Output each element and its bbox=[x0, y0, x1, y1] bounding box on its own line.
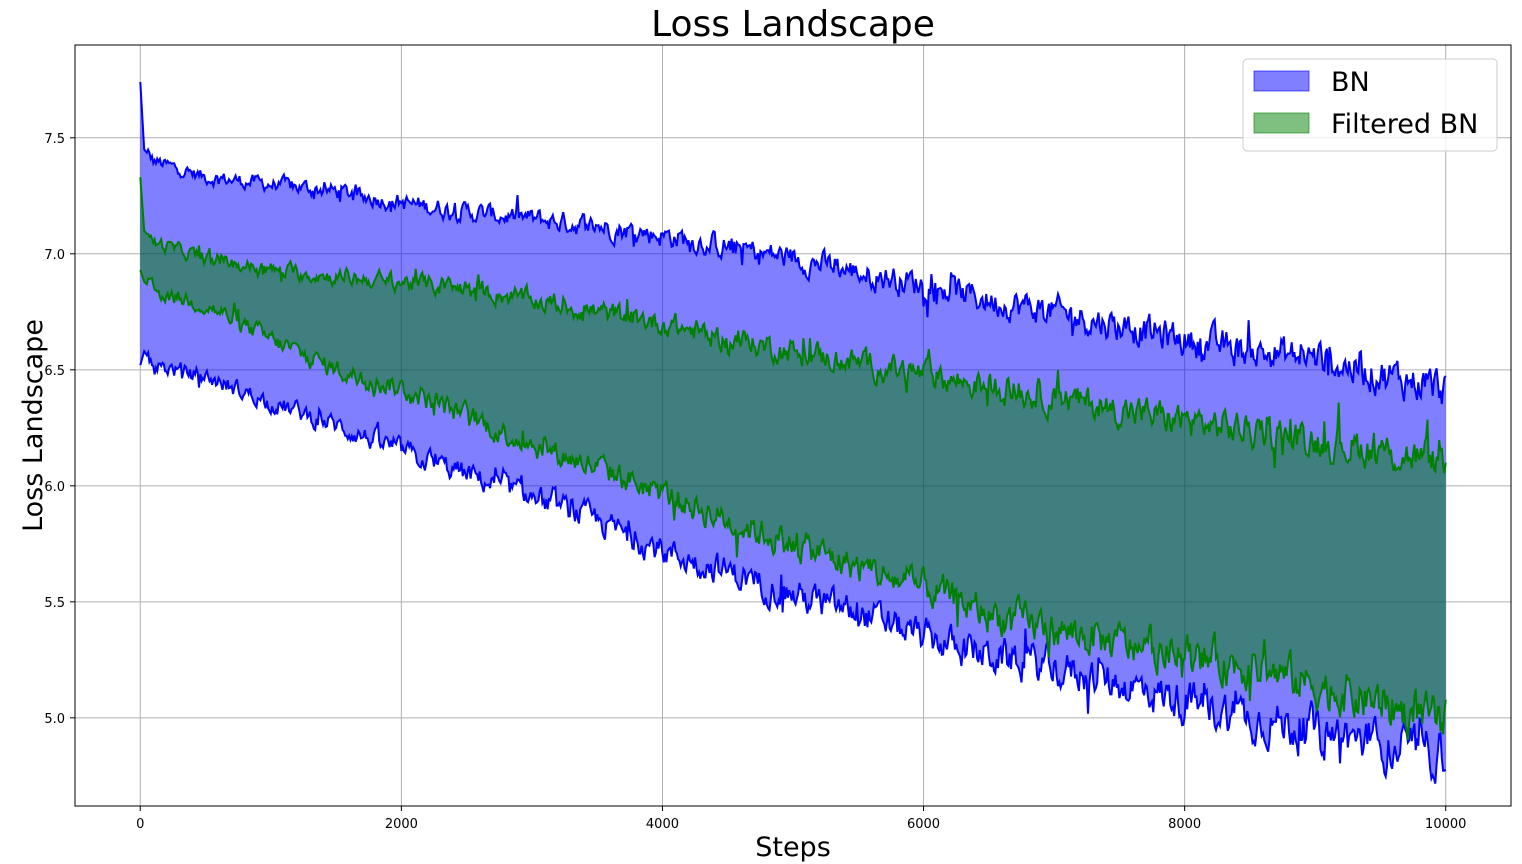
plot-series bbox=[139, 82, 1447, 784]
y-tick-label: 7.0 bbox=[44, 248, 65, 263]
y-tick-label: 6.0 bbox=[44, 480, 65, 495]
legend-swatch bbox=[1253, 112, 1310, 134]
plot-frame bbox=[74, 44, 1512, 807]
series-lower-line-0 bbox=[139, 348, 1447, 784]
x-tick-label: 0 bbox=[136, 817, 144, 832]
y-tick-label: 5.0 bbox=[44, 712, 65, 727]
legend: BN Filtered BN bbox=[1242, 58, 1498, 152]
chart-title: Loss Landscape bbox=[651, 4, 935, 45]
x-tick-label: 4000 bbox=[646, 817, 679, 832]
legend-swatch bbox=[1253, 70, 1310, 92]
x-tick-label: 6000 bbox=[907, 817, 940, 832]
x-tick-label: 8000 bbox=[1168, 817, 1201, 832]
axis-ticks: 0 2000 4000 6000 8000 10000 5.0 5.5 6.0 6.5 7.0 7.5 bbox=[44, 132, 1466, 832]
y-tick-label: 6.5 bbox=[44, 364, 65, 379]
legend-label: Filtered BN bbox=[1331, 109, 1478, 140]
legend-label: BN bbox=[1331, 67, 1370, 98]
y-axis-label: Loss Landscape bbox=[18, 319, 49, 532]
x-tick-label: 2000 bbox=[385, 817, 418, 832]
series-band-1 bbox=[140, 177, 1446, 740]
y-tick-label: 5.5 bbox=[44, 596, 65, 611]
series-upper-line-0 bbox=[139, 82, 1447, 405]
series-upper-line-1 bbox=[139, 177, 1447, 475]
series-lower-line-1 bbox=[139, 269, 1447, 741]
x-axis-label: Steps bbox=[755, 832, 831, 863]
x-tick-label: 10000 bbox=[1425, 817, 1466, 832]
y-tick-label: 7.5 bbox=[44, 132, 65, 147]
